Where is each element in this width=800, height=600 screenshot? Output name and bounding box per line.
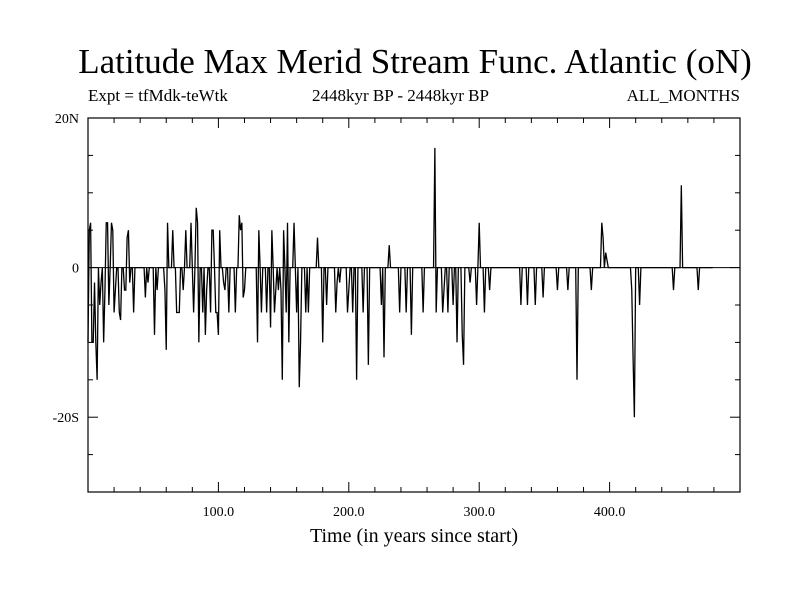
x-axis-label: Time (in years since start)	[310, 525, 518, 547]
x-tick-label: 200.0	[333, 505, 365, 520]
chart-title: Latitude Max Merid Stream Func. Atlantic…	[78, 42, 752, 81]
plot-frame	[87, 117, 741, 493]
x-tick-label: 300.0	[463, 505, 495, 520]
months-label: ALL_MONTHS	[626, 86, 740, 105]
experiment-label: Expt = tfMdk-teWtk	[88, 86, 228, 105]
axis-ticks	[88, 118, 740, 492]
x-tick-label: 400.0	[594, 505, 626, 520]
series-line	[87, 147, 713, 418]
y-tick-label: 20N	[55, 112, 79, 127]
y-tick-label: 0	[72, 262, 79, 277]
axis-tick-labels: 100.0 200.0 300.0 400.0 20N 0 -20S	[53, 112, 626, 520]
x-tick-label: 100.0	[203, 505, 235, 520]
y-tick-label: -20S	[53, 411, 79, 426]
period-label: 2448kyr BP - 2448kyr BP	[312, 86, 489, 105]
